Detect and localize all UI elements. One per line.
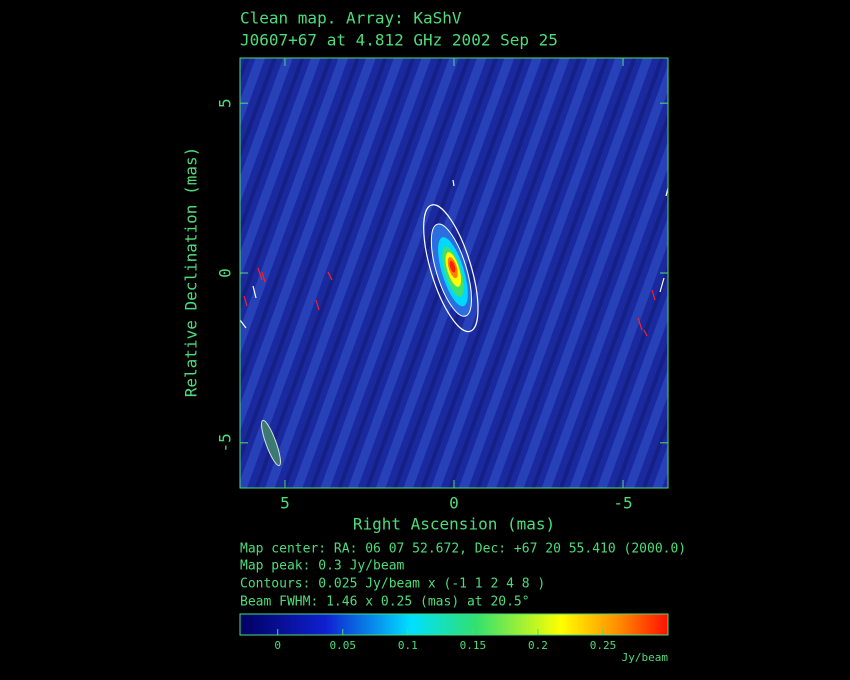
- note: Contours: 0.025 Jy/beam x (-1 1 2 4 8 ): [240, 577, 545, 592]
- colorbar-tick-label: 0.1: [398, 639, 418, 652]
- x-tick-label: 5: [280, 494, 290, 513]
- map: [239, 57, 669, 489]
- y-tick-label: 0: [216, 268, 235, 278]
- x-axis-label: Right Ascension (mas): [353, 515, 555, 534]
- title-line-1: Clean map. Array: KaShV: [240, 9, 462, 28]
- y-tick-label: -5: [216, 433, 235, 452]
- x-tick-label: -5: [613, 494, 632, 513]
- colorbar-tick-label: 0.2: [528, 639, 548, 652]
- colorbar: [239, 613, 669, 636]
- colorbar-tick-label: 0.25: [590, 639, 617, 652]
- colorbar-label: Jy/beam: [622, 651, 669, 664]
- colorbar-tick-label: 0.05: [330, 639, 357, 652]
- colorbar-tick-label: 0: [274, 639, 281, 652]
- note: Map center: RA: 06 07 52.672, Dec: +67 2…: [240, 542, 686, 557]
- note: Map peak: 0.3 Jy/beam: [240, 559, 405, 574]
- y-axis-label: Relative Declination (mas): [182, 147, 201, 397]
- y-tick-label: 5: [216, 98, 235, 108]
- x-tick-label: 0: [449, 494, 459, 513]
- colorbar-tick-label: 0.15: [460, 639, 487, 652]
- title-line-2: J0607+67 at 4.812 GHz 2002 Sep 25: [240, 31, 558, 50]
- note: Beam FWHM: 1.46 x 0.25 (mas) at 20.5°: [240, 595, 530, 610]
